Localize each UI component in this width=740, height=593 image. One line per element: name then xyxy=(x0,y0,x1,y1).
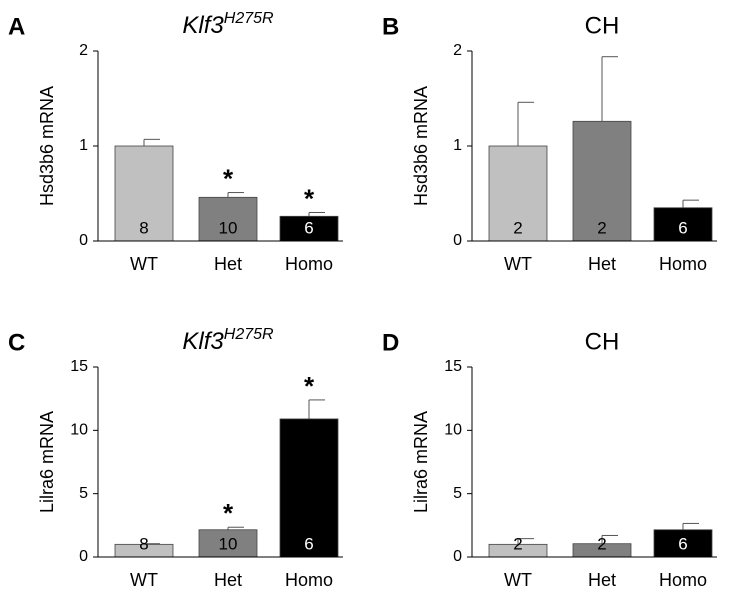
x-tick-label: WT xyxy=(504,254,532,274)
panel-label: D xyxy=(382,329,399,356)
x-tick-label: Homo xyxy=(285,254,333,274)
title-base: Klf3 xyxy=(182,12,224,39)
title-superscript: H275R xyxy=(224,10,274,27)
significance-mark: * xyxy=(304,371,315,401)
panel-title: CH xyxy=(585,328,620,355)
y-axis-label: Lilra6 mRNA xyxy=(411,411,431,513)
y-tick-label: 1 xyxy=(453,137,462,154)
x-tick-label: Het xyxy=(214,570,242,590)
n-label: 6 xyxy=(678,218,687,237)
panel-label: A xyxy=(8,13,25,40)
panel-title: CH xyxy=(585,12,620,39)
y-tick-label: 0 xyxy=(453,548,462,565)
x-tick-label: WT xyxy=(130,254,158,274)
y-tick-label: 15 xyxy=(70,358,88,375)
title-base: Klf3 xyxy=(182,328,224,355)
bar xyxy=(572,120,632,242)
x-tick-label: Homo xyxy=(659,254,707,274)
y-tick-label: 0 xyxy=(79,548,88,565)
x-tick-label: WT xyxy=(504,570,532,590)
bar xyxy=(488,145,548,242)
panel-title: Klf3H275R xyxy=(182,326,274,355)
y-tick-label: 1 xyxy=(79,137,88,154)
n-label: 10 xyxy=(219,534,238,553)
y-tick-label: 5 xyxy=(79,485,88,502)
x-tick-label: Het xyxy=(214,254,242,274)
n-label: 8 xyxy=(139,218,148,237)
y-tick-label: 10 xyxy=(70,422,88,439)
panel-label: B xyxy=(382,13,399,40)
y-axis-label: Lilra6 mRNA xyxy=(37,411,57,513)
bar xyxy=(198,529,258,558)
n-label: 8 xyxy=(139,534,148,553)
n-label: 2 xyxy=(597,534,606,553)
n-label: 10 xyxy=(219,218,238,237)
significance-mark: * xyxy=(223,498,234,528)
n-label: 2 xyxy=(597,218,606,237)
y-tick-label: 2 xyxy=(79,42,88,59)
n-label: 6 xyxy=(304,218,313,237)
bar xyxy=(114,145,174,242)
bar xyxy=(198,196,258,242)
significance-mark: * xyxy=(223,163,234,193)
y-tick-label: 0 xyxy=(453,232,462,249)
n-label: 2 xyxy=(513,534,522,553)
n-label: 6 xyxy=(678,534,687,553)
bar xyxy=(279,418,339,558)
n-label: 6 xyxy=(304,534,313,553)
x-tick-label: Het xyxy=(588,570,616,590)
x-tick-label: WT xyxy=(130,570,158,590)
title-superscript: H275R xyxy=(224,326,274,343)
x-tick-label: Het xyxy=(588,254,616,274)
y-tick-label: 5 xyxy=(453,485,462,502)
y-tick-label: 15 xyxy=(444,358,462,375)
panel-title: Klf3H275R xyxy=(182,10,274,39)
y-tick-label: 10 xyxy=(444,422,462,439)
y-axis-label: Hsd3b6 mRNA xyxy=(411,86,431,206)
y-tick-label: 0 xyxy=(79,232,88,249)
x-tick-label: Homo xyxy=(659,570,707,590)
significance-mark: * xyxy=(304,183,315,213)
y-axis-label: Hsd3b6 mRNA xyxy=(37,86,57,206)
panel-label: C xyxy=(8,329,25,356)
n-label: 2 xyxy=(513,218,522,237)
x-tick-label: Homo xyxy=(285,570,333,590)
y-tick-label: 2 xyxy=(453,42,462,59)
